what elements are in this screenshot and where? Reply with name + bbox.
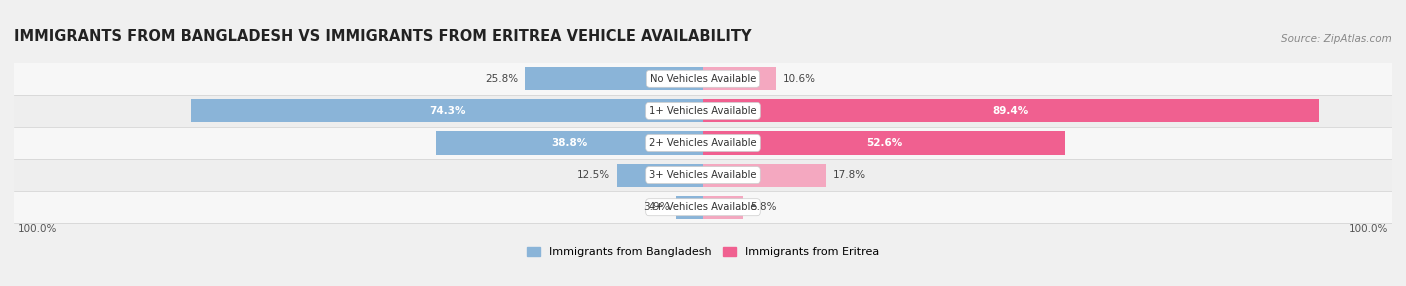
Bar <box>617 164 703 187</box>
Bar <box>703 67 776 90</box>
Text: 12.5%: 12.5% <box>576 170 610 180</box>
Text: 25.8%: 25.8% <box>485 74 519 84</box>
Text: 100.0%: 100.0% <box>17 224 56 234</box>
Text: 3+ Vehicles Available: 3+ Vehicles Available <box>650 170 756 180</box>
Bar <box>526 67 703 90</box>
Bar <box>703 132 1066 154</box>
Text: 17.8%: 17.8% <box>832 170 866 180</box>
Legend: Immigrants from Bangladesh, Immigrants from Eritrea: Immigrants from Bangladesh, Immigrants f… <box>523 243 883 262</box>
Bar <box>14 127 1392 159</box>
Bar <box>436 132 703 154</box>
Bar <box>703 164 825 187</box>
Text: 1+ Vehicles Available: 1+ Vehicles Available <box>650 106 756 116</box>
Text: 2+ Vehicles Available: 2+ Vehicles Available <box>650 138 756 148</box>
Text: Source: ZipAtlas.com: Source: ZipAtlas.com <box>1281 34 1392 44</box>
Text: 100.0%: 100.0% <box>1350 224 1389 234</box>
Bar <box>14 191 1392 223</box>
Bar <box>703 196 742 219</box>
Text: 10.6%: 10.6% <box>783 74 815 84</box>
Text: 89.4%: 89.4% <box>993 106 1029 116</box>
Text: 38.8%: 38.8% <box>551 138 588 148</box>
Bar <box>191 99 703 122</box>
Text: IMMIGRANTS FROM BANGLADESH VS IMMIGRANTS FROM ERITREA VEHICLE AVAILABILITY: IMMIGRANTS FROM BANGLADESH VS IMMIGRANTS… <box>14 29 752 44</box>
Text: 52.6%: 52.6% <box>866 138 903 148</box>
Text: No Vehicles Available: No Vehicles Available <box>650 74 756 84</box>
Bar <box>676 196 703 219</box>
Text: 74.3%: 74.3% <box>429 106 465 116</box>
Text: 4+ Vehicles Available: 4+ Vehicles Available <box>650 202 756 212</box>
Bar <box>703 99 1319 122</box>
Text: 3.9%: 3.9% <box>643 202 669 212</box>
Bar <box>14 63 1392 95</box>
Bar <box>14 159 1392 191</box>
Text: 5.8%: 5.8% <box>749 202 776 212</box>
Bar <box>14 95 1392 127</box>
